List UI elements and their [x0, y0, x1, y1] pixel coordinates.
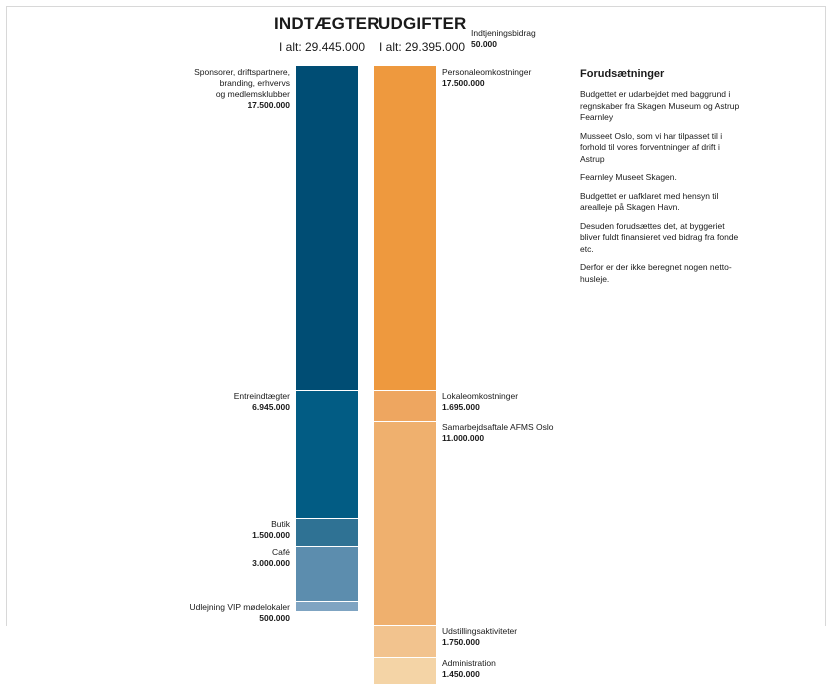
assumptions-panel: Forudsætninger Budgettet er udarbejdet m… [580, 68, 740, 292]
segment-value: 1.750.000 [442, 636, 480, 647]
segment-value: 1.450.000 [442, 668, 480, 679]
income-bar-segment [296, 601, 358, 611]
segment-value: 6.945.000 [252, 401, 290, 412]
expenses-title: UDGIFTER [378, 14, 467, 33]
expense-bar-segment [374, 421, 436, 625]
expense-segment-label: Udstillingsaktiviteter 1.750.000 [442, 626, 517, 648]
segment-value: 500.000 [259, 613, 290, 624]
segment-value: 1.500.000 [252, 530, 290, 541]
expense-segment-label: Personaleomkostninger 17.500.000 [442, 67, 531, 89]
expense-bar-segment [374, 389, 436, 422]
assumption-paragraph: Desuden forudsættes det, at byggeriet bl… [580, 220, 739, 254]
assumption-paragraph: Musseet Oslo, som vi har tilpasset til i… [580, 130, 723, 164]
expense-segment-label: Lokaleomkostninger 1.695.000 [442, 391, 518, 413]
segment-value: 1.695.000 [442, 401, 480, 412]
segment-name: Samarbejdsaftale AFMS Oslo [442, 422, 554, 433]
segment-name: Entreindtægter [233, 390, 290, 401]
income-segment-label: Udlejning VIP mødelokaler 500.000 [190, 602, 290, 624]
segment-value: 17.500.000 [247, 100, 290, 110]
contribution-value: 50.000 [471, 39, 497, 49]
assumption-paragraph: Budgettet er udarbejdet med baggrund i r… [580, 89, 740, 122]
income-bar-segment [296, 66, 358, 390]
assumption-paragraph: Derfor er der ikke beregnet nogen netto-… [580, 262, 732, 284]
segment-name: Administration [442, 657, 496, 668]
contribution-label: Indtjeningsbidrag 50.000 [471, 28, 536, 50]
expense-segment-label: Administration 1.450.000 [442, 658, 496, 680]
segment-name: og medlemsklubber [215, 89, 290, 99]
page-frame [6, 6, 826, 626]
contribution-label-text: Indtjeningsbidrag [471, 28, 536, 38]
segment-name: Butik [271, 519, 290, 530]
assumption-paragraph: Fearnley Museet Skagen. [580, 172, 677, 182]
segment-name: Sponsorer, driftspartnere, [194, 67, 290, 77]
income-bar-segment [296, 389, 358, 519]
segment-value: 17.500.000 [442, 78, 485, 88]
segment-name: Personaleomkostninger [442, 67, 532, 77]
segment-name: branding, erhvervs [219, 78, 290, 88]
income-bar-segment [296, 518, 358, 546]
segment-name: Café [272, 546, 290, 557]
segment-value: 3.000.000 [252, 557, 290, 568]
assumptions-title: Forudsætninger [580, 68, 665, 80]
income-title: INDTÆGTER [274, 14, 380, 33]
expense-bar-segment [374, 66, 436, 390]
expense-bar-segment [374, 624, 436, 657]
expenses-total: I alt: 29.395.000 [379, 40, 466, 54]
income-segment-label: Café 3.000.000 [252, 547, 290, 569]
assumption-paragraph: Budgettet er uafklaret med hensyn til ar… [580, 190, 719, 213]
income-total: I alt: 29.445.000 [279, 40, 366, 54]
expense-segment-label: Samarbejdsaftale AFMS Oslo 11.000.000 [442, 422, 554, 444]
expense-bar-segment [374, 656, 436, 684]
segment-name: Lokaleomkostninger [442, 390, 519, 401]
segment-value: 11.000.000 [442, 433, 485, 444]
segment-name: Udstillingsaktiviteter [442, 625, 518, 636]
income-segment-label: Butik 1.500.000 [252, 519, 290, 541]
income-bar-segment [296, 545, 358, 602]
income-segment-label: Sponsorer, driftspartnere, branding, erhv… [194, 67, 290, 111]
income-segment-label: Entreindtægter 6.945.000 [234, 391, 290, 413]
segment-name: Udlejning VIP mødelokaler [189, 602, 290, 613]
